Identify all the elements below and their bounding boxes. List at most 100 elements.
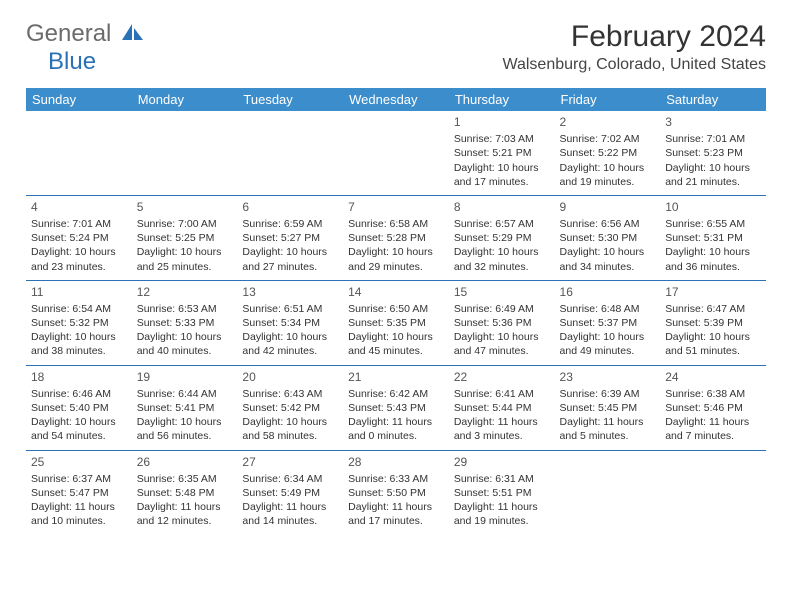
logo-text-general: General (26, 20, 111, 47)
daylight-line: Daylight: 11 hours and 19 minutes. (454, 500, 550, 528)
sunset-line: Sunset: 5:41 PM (137, 401, 233, 415)
sunset-line: Sunset: 5:31 PM (665, 231, 761, 245)
daylight-line: Daylight: 11 hours and 14 minutes. (242, 500, 338, 528)
logo-text-blue: Blue (48, 48, 96, 75)
daylight-line: Daylight: 11 hours and 7 minutes. (665, 415, 761, 443)
daylight-line: Daylight: 10 hours and 36 minutes. (665, 245, 761, 273)
calendar-row: 1Sunrise: 7:03 AMSunset: 5:21 PMDaylight… (26, 111, 766, 195)
sunset-line: Sunset: 5:37 PM (560, 316, 656, 330)
sunrise-line: Sunrise: 6:50 AM (348, 302, 444, 316)
calendar-cell: 11Sunrise: 6:54 AMSunset: 5:32 PMDayligh… (26, 280, 132, 365)
calendar-cell: 8Sunrise: 6:57 AMSunset: 5:29 PMDaylight… (449, 195, 555, 280)
calendar-cell: 5Sunrise: 7:00 AMSunset: 5:25 PMDaylight… (132, 195, 238, 280)
sunset-line: Sunset: 5:36 PM (454, 316, 550, 330)
daylight-line: Daylight: 10 hours and 21 minutes. (665, 161, 761, 189)
sunrise-line: Sunrise: 6:41 AM (454, 387, 550, 401)
daylight-line: Daylight: 10 hours and 34 minutes. (560, 245, 656, 273)
day-number: 5 (137, 199, 233, 215)
calendar-cell: 9Sunrise: 6:56 AMSunset: 5:30 PMDaylight… (555, 195, 661, 280)
daylight-line: Daylight: 10 hours and 56 minutes. (137, 415, 233, 443)
sunrise-line: Sunrise: 6:42 AM (348, 387, 444, 401)
day-header: Wednesday (343, 88, 449, 111)
calendar-cell: 3Sunrise: 7:01 AMSunset: 5:23 PMDaylight… (660, 111, 766, 195)
sunrise-line: Sunrise: 6:44 AM (137, 387, 233, 401)
calendar-cell: 10Sunrise: 6:55 AMSunset: 5:31 PMDayligh… (660, 195, 766, 280)
day-number: 27 (242, 454, 338, 470)
calendar-header-row: SundayMondayTuesdayWednesdayThursdayFrid… (26, 88, 766, 111)
calendar-row: 18Sunrise: 6:46 AMSunset: 5:40 PMDayligh… (26, 365, 766, 450)
sunrise-line: Sunrise: 6:51 AM (242, 302, 338, 316)
sunrise-line: Sunrise: 6:55 AM (665, 217, 761, 231)
sunrise-line: Sunrise: 6:37 AM (31, 472, 127, 486)
sunrise-line: Sunrise: 6:48 AM (560, 302, 656, 316)
daylight-line: Daylight: 11 hours and 17 minutes. (348, 500, 444, 528)
day-number: 18 (31, 369, 127, 385)
calendar-cell: 17Sunrise: 6:47 AMSunset: 5:39 PMDayligh… (660, 280, 766, 365)
sunset-line: Sunset: 5:32 PM (31, 316, 127, 330)
day-number: 22 (454, 369, 550, 385)
day-number: 25 (31, 454, 127, 470)
sunset-line: Sunset: 5:43 PM (348, 401, 444, 415)
day-number: 12 (137, 284, 233, 300)
calendar-table: SundayMondayTuesdayWednesdayThursdayFrid… (26, 88, 766, 534)
calendar-cell: 24Sunrise: 6:38 AMSunset: 5:46 PMDayligh… (660, 365, 766, 450)
calendar-cell (26, 111, 132, 195)
daylight-line: Daylight: 10 hours and 51 minutes. (665, 330, 761, 358)
logo: General Blue (26, 20, 144, 76)
day-header: Thursday (449, 88, 555, 111)
day-number: 20 (242, 369, 338, 385)
day-number: 4 (31, 199, 127, 215)
month-title: February 2024 (502, 20, 766, 54)
sunrise-line: Sunrise: 6:43 AM (242, 387, 338, 401)
day-header: Tuesday (237, 88, 343, 111)
sunset-line: Sunset: 5:27 PM (242, 231, 338, 245)
calendar-row: 11Sunrise: 6:54 AMSunset: 5:32 PMDayligh… (26, 280, 766, 365)
calendar-cell: 14Sunrise: 6:50 AMSunset: 5:35 PMDayligh… (343, 280, 449, 365)
daylight-line: Daylight: 11 hours and 3 minutes. (454, 415, 550, 443)
calendar-cell (132, 111, 238, 195)
sunrise-line: Sunrise: 7:02 AM (560, 132, 656, 146)
calendar-cell: 25Sunrise: 6:37 AMSunset: 5:47 PMDayligh… (26, 450, 132, 534)
sunrise-line: Sunrise: 6:46 AM (31, 387, 127, 401)
sunset-line: Sunset: 5:48 PM (137, 486, 233, 500)
sunset-line: Sunset: 5:44 PM (454, 401, 550, 415)
page-header: General Blue February 2024 Walsenburg, C… (26, 20, 766, 76)
calendar-cell: 20Sunrise: 6:43 AMSunset: 5:42 PMDayligh… (237, 365, 343, 450)
sunset-line: Sunset: 5:45 PM (560, 401, 656, 415)
day-number: 26 (137, 454, 233, 470)
sunset-line: Sunset: 5:50 PM (348, 486, 444, 500)
calendar-cell: 7Sunrise: 6:58 AMSunset: 5:28 PMDaylight… (343, 195, 449, 280)
sunrise-line: Sunrise: 6:47 AM (665, 302, 761, 316)
sunset-line: Sunset: 5:22 PM (560, 146, 656, 160)
day-header: Sunday (26, 88, 132, 111)
day-number: 9 (560, 199, 656, 215)
calendar-cell (555, 450, 661, 534)
day-number: 24 (665, 369, 761, 385)
sunrise-line: Sunrise: 6:59 AM (242, 217, 338, 231)
day-number: 28 (348, 454, 444, 470)
sunrise-line: Sunrise: 6:56 AM (560, 217, 656, 231)
daylight-line: Daylight: 10 hours and 45 minutes. (348, 330, 444, 358)
daylight-line: Daylight: 10 hours and 38 minutes. (31, 330, 127, 358)
sunrise-line: Sunrise: 6:38 AM (665, 387, 761, 401)
daylight-line: Daylight: 10 hours and 54 minutes. (31, 415, 127, 443)
daylight-line: Daylight: 10 hours and 17 minutes. (454, 161, 550, 189)
daylight-line: Daylight: 11 hours and 12 minutes. (137, 500, 233, 528)
sunset-line: Sunset: 5:24 PM (31, 231, 127, 245)
sunset-line: Sunset: 5:33 PM (137, 316, 233, 330)
daylight-line: Daylight: 11 hours and 5 minutes. (560, 415, 656, 443)
calendar-row: 4Sunrise: 7:01 AMSunset: 5:24 PMDaylight… (26, 195, 766, 280)
sunset-line: Sunset: 5:42 PM (242, 401, 338, 415)
daylight-line: Daylight: 10 hours and 42 minutes. (242, 330, 338, 358)
sunset-line: Sunset: 5:40 PM (31, 401, 127, 415)
day-number: 6 (242, 199, 338, 215)
calendar-cell: 15Sunrise: 6:49 AMSunset: 5:36 PMDayligh… (449, 280, 555, 365)
daylight-line: Daylight: 10 hours and 40 minutes. (137, 330, 233, 358)
day-number: 19 (137, 369, 233, 385)
sunset-line: Sunset: 5:39 PM (665, 316, 761, 330)
day-number: 13 (242, 284, 338, 300)
daylight-line: Daylight: 10 hours and 25 minutes. (137, 245, 233, 273)
daylight-line: Daylight: 11 hours and 0 minutes. (348, 415, 444, 443)
sunrise-line: Sunrise: 6:49 AM (454, 302, 550, 316)
calendar-row: 25Sunrise: 6:37 AMSunset: 5:47 PMDayligh… (26, 450, 766, 534)
